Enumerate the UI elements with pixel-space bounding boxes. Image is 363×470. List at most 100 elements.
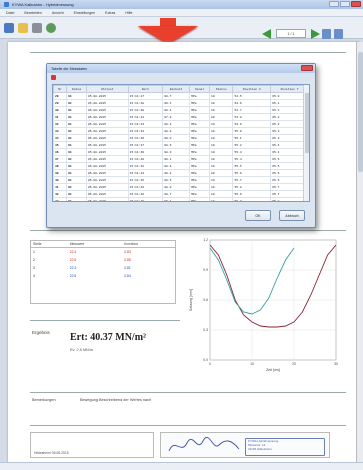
delete-icon[interactable] (51, 74, 56, 80)
menu-item-file[interactable]: Datei (6, 10, 15, 15)
page-number-field[interactable]: 1 / 1 (276, 29, 306, 38)
divider (30, 320, 180, 321)
grid-cell: 54.5 (232, 92, 272, 100)
table-row[interactable]: 37 01 05.08.2015 15:11:40 98.1 MPa 10 55.4 65.5 (53, 155, 309, 163)
grid-cell: MPa (189, 141, 211, 149)
signature-box: KYWA Hybridmessung Musterstr. 12 31135 H… (160, 432, 330, 458)
menu-item-extras[interactable]: Extras (105, 10, 116, 15)
table-row[interactable]: 40 01 05.08.2015 15:11:45 98.5 MPa 10 55.7 65.6 (53, 176, 309, 184)
grid-cell: 39 (53, 169, 68, 177)
grid-cell: 41 (53, 183, 68, 191)
table-row[interactable]: 41 01 05.08.2015 15:11:46 98.0 MPa 10 55.8 65.7 (53, 183, 309, 191)
grid-cell: 01 (66, 169, 87, 177)
previous-page-icon[interactable] (262, 29, 271, 39)
values-header: Korrektur (122, 241, 175, 248)
table-row[interactable]: 28 01 05.08.2015 15:11:27 98.7 MPa 10 54.5 65.0 (53, 92, 309, 100)
grid-cell: 10 (209, 169, 234, 177)
grid-cell: 28 (53, 92, 68, 100)
grid-column-header[interactable]: Wert (127, 85, 164, 93)
cancel-button[interactable]: Abbruch (279, 210, 305, 221)
series-line-1 (209, 244, 337, 328)
grid-cell: 10 (209, 162, 234, 170)
table-row[interactable]: 42 01 05.08.2015 15:11:48 98.7 MPa 10 55.9 65.7 (53, 190, 309, 198)
grid-cell: 01 (66, 92, 87, 100)
table-row: 1 22.4 0.83 (33, 249, 131, 254)
grid-cell: 10 (209, 127, 234, 135)
grid-column-header[interactable]: Nr (53, 85, 68, 93)
open-folder-icon[interactable] (18, 22, 28, 33)
grid-cell: 01 (66, 134, 87, 142)
grid-column-header[interactable]: Status (209, 85, 234, 93)
grid-column-header[interactable]: Einheit (162, 85, 191, 93)
vertical-scrollbar[interactable] (356, 42, 363, 470)
grid-cell: 15:11:49 (127, 197, 164, 201)
grid-cell: 99.1 (162, 99, 191, 107)
export-icon[interactable] (334, 29, 343, 39)
measurement-grid[interactable]: Nr Datum Uhrzeit Wert Einheit Kanal Status Posi… (52, 84, 310, 202)
save-icon[interactable] (4, 22, 14, 33)
grid-cell: 98.6 (162, 141, 191, 149)
values-header: Messwert (67, 241, 123, 248)
grid-scrollbar-thumb[interactable] (305, 93, 309, 153)
table-row[interactable]: 35 01 05.08.2015 15:11:37 98.6 MPa 10 55.2 65.4 (53, 141, 309, 149)
y-tick-label: 1.2 (203, 238, 208, 242)
result-label: Ergebnis (32, 330, 50, 335)
grid-cell: 98.3 (162, 148, 191, 156)
print-icon[interactable] (32, 22, 42, 33)
next-page-icon[interactable] (311, 29, 320, 39)
table-row[interactable]: 39 01 05.08.2015 15:11:43 99.2 MPa 10 55.6 65.6 (53, 169, 309, 177)
ok-button[interactable]: OK (245, 210, 271, 221)
grid-cell: 55.3 (232, 148, 272, 156)
notes-label: Bemerkungen (32, 398, 56, 402)
grid-cell: 15:11:43 (127, 169, 164, 177)
grid-scrollbar[interactable] (303, 85, 309, 201)
grid-cell: 05.08.2015 (85, 141, 129, 149)
grid-cell: 54.9 (232, 120, 272, 128)
maximize-button[interactable] (340, 1, 350, 7)
x-tick-label: 10 (250, 362, 254, 366)
minimize-button[interactable] (329, 1, 339, 7)
menu-item-view[interactable]: Ansicht (51, 10, 64, 15)
table-row[interactable]: 36 01 05.08.2015 15:11:39 98.3 MPa 10 55.3 65.4 (53, 148, 309, 156)
grid-cell: 10 (209, 141, 234, 149)
grid-cell: MPa (189, 190, 211, 198)
grid-cell: MPa (189, 169, 211, 177)
grid-cell: 05.08.2015 (85, 92, 129, 100)
grid-cell: 15:11:28 (127, 99, 164, 107)
table-row[interactable]: 29 01 05.08.2015 15:11:28 99.1 MPa 10 54.6 65.1 (53, 99, 309, 107)
grid-cell: MPa (189, 127, 211, 135)
menu-item-help[interactable]: Hilfe (125, 10, 133, 15)
grid-cell: 31 (53, 113, 68, 121)
menu-item-settings[interactable]: Einstellungen (73, 10, 96, 15)
zoom-icon[interactable] (322, 29, 331, 39)
window-title: KYWA Kalkulator - Hybridmessung (12, 2, 74, 7)
grid-cell: 97.9 (162, 113, 191, 121)
grid-cell: 54.8 (232, 113, 272, 121)
x-tick-label: 20 (292, 362, 296, 366)
grid-cell: 98.7 (162, 92, 191, 100)
search-icon[interactable] (46, 22, 56, 33)
table-row[interactable]: 32 01 05.08.2015 15:11:33 98.2 MPa 10 54.9 65.2 (53, 120, 309, 128)
grid-cell: 56.0 (232, 197, 272, 201)
close-button[interactable] (351, 1, 361, 7)
grid-cell: MPa (189, 162, 211, 170)
grid-column-header[interactable]: Kanal (189, 85, 211, 93)
menu-item-edit[interactable]: Bearbeiten (24, 10, 42, 15)
notes-text: Bewegung Beschreibend der Wertes nach (80, 398, 152, 402)
table-row[interactable]: 33 01 05.08.2015 15:11:34 98.8 MPa 10 55.0 65.3 (53, 127, 309, 135)
grid-column-header[interactable]: Datum (66, 85, 87, 93)
table-row[interactable]: 30 01 05.08.2015 15:11:30 98.4 MPa 10 54.7 65.1 (53, 106, 309, 114)
app-icon (4, 2, 9, 7)
grid-cell: 55.4 (232, 155, 272, 163)
table-row[interactable]: 34 01 05.08.2015 15:11:36 99.0 MPa 10 55.1 65.3 (53, 134, 309, 142)
grid-cell: 55.7 (232, 176, 272, 184)
table-row[interactable]: 31 01 05.08.2015 15:11:31 97.9 MPa 10 54.8 65.2 (53, 113, 309, 121)
grid-cell: MPa (189, 134, 211, 142)
table-row[interactable]: 38 01 05.08.2015 15:11:42 98.9 MPa 10 55.5 65.5 (53, 162, 309, 170)
grid-column-header[interactable]: Position X (232, 85, 272, 93)
grid-column-header[interactable]: Uhrzeit (85, 85, 129, 93)
dialog-close-button[interactable] (301, 65, 313, 71)
scrollbar-thumb[interactable] (358, 52, 363, 172)
grid-cell: 15:11:46 (127, 183, 164, 191)
table-row[interactable]: 43 01 05.08.2015 15:11:49 99.1 MPa 10 56.0 65.8 (53, 197, 309, 201)
